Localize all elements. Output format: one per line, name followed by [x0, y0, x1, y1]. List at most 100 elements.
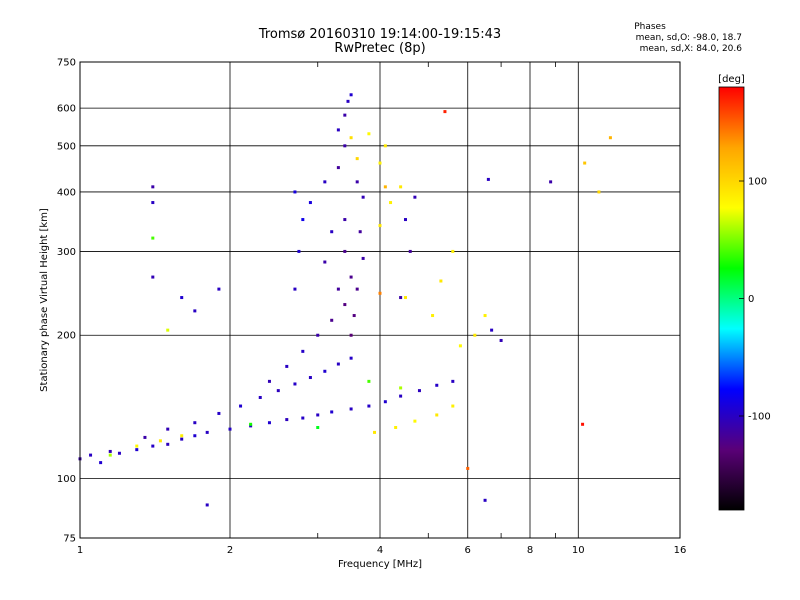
scatter-point: [486, 177, 490, 181]
colorbar-label: [deg]: [718, 74, 745, 85]
scatter-point: [193, 421, 197, 425]
scatter-point: [143, 435, 147, 439]
scatter-point: [343, 218, 347, 222]
x-tick-label: 16: [674, 545, 687, 556]
scatter-point: [239, 404, 243, 408]
scatter-point: [399, 296, 403, 300]
scatter-point: [490, 328, 494, 332]
scatter-point: [205, 503, 209, 507]
scatter-point: [228, 427, 232, 431]
scatter-point: [285, 364, 289, 368]
grid-lines: [80, 62, 680, 538]
colorbar-ticks: 100 0 -100: [739, 177, 771, 423]
scatter-point: [355, 287, 359, 291]
scatter-point: [151, 444, 155, 448]
scatter-point: [435, 413, 439, 417]
y-tick-label: 200: [57, 331, 76, 342]
scatter-point: [158, 439, 162, 443]
scatter-point: [301, 218, 305, 222]
scatter-point: [336, 362, 340, 366]
scatter-point: [358, 230, 362, 234]
scatter-point: [343, 144, 347, 148]
scatter-point: [108, 449, 112, 453]
scatter-point: [355, 157, 359, 161]
x-tick-label: 2: [227, 545, 233, 556]
scatter-point: [466, 466, 470, 470]
scatter-point: [367, 404, 371, 408]
y-tick-label: 750: [57, 58, 76, 69]
scatter-point: [323, 180, 327, 184]
scatter-point: [336, 287, 340, 291]
chart-title: Tromsø 20160310 19:14:00-19:15:43: [258, 27, 502, 42]
scatter-point: [399, 386, 403, 390]
scatter-point: [367, 132, 371, 136]
scatter-point: [151, 201, 155, 205]
colorbar-tick-label: 100: [748, 177, 767, 188]
scatter-point: [151, 236, 155, 240]
scatter-point: [581, 422, 585, 426]
scatter-point: [608, 136, 612, 140]
scatter-point: [483, 314, 487, 318]
x-tick-label: 4: [377, 545, 383, 556]
scatter-point: [413, 195, 417, 199]
scatter-point: [549, 180, 553, 184]
scatter-point: [336, 166, 340, 170]
scatter-point: [108, 453, 112, 457]
scatter-point: [367, 379, 371, 383]
phases-heading: Phases: [634, 22, 666, 32]
axis-ticks: 1 2 4 6 8 10 16 75 100 200 300 400 500 600 750: [57, 58, 686, 557]
scatter-point: [330, 410, 334, 414]
x-axis-label: Frequency [MHz]: [338, 559, 422, 570]
scatter-point: [355, 180, 359, 184]
scatter-point: [373, 430, 377, 434]
scatter-point: [166, 442, 170, 446]
scatter-point: [349, 333, 353, 337]
scatter-point: [180, 296, 184, 300]
scatter-point: [583, 161, 587, 165]
scatter-point: [135, 448, 139, 452]
colorbar-tick-label: -100: [748, 412, 771, 423]
scatter-point: [378, 224, 382, 228]
scatter-point: [205, 430, 209, 434]
scatter-point: [483, 498, 487, 502]
scatter-point: [166, 427, 170, 431]
scatter-point: [383, 400, 387, 404]
scatter-point: [308, 376, 312, 380]
scatter-point: [451, 379, 455, 383]
scatter-point: [439, 279, 443, 283]
scatter-point: [117, 451, 121, 455]
scatter-point: [99, 461, 103, 465]
scatter-point: [151, 185, 155, 189]
scatter-point: [399, 394, 403, 398]
scatter-point: [451, 404, 455, 408]
scatter-point: [180, 437, 184, 441]
scatter-point: [258, 395, 262, 399]
scatter-point: [458, 344, 462, 348]
y-tick-label: 75: [63, 534, 76, 545]
scatter-point: [323, 260, 327, 264]
scatter-point: [293, 287, 297, 291]
scatter-point: [297, 249, 301, 253]
y-tick-label: 600: [57, 104, 76, 115]
scatter-point: [435, 383, 439, 387]
scatter-point: [285, 418, 289, 422]
scatter-point: [316, 413, 320, 417]
y-axis-label: Stationary phase Virtual Height [km]: [39, 208, 50, 392]
scatter-point: [383, 185, 387, 189]
scatter-point: [413, 419, 417, 423]
scatter-point: [276, 389, 280, 393]
colorbar-tick-label: 0: [748, 294, 754, 305]
phases-x-stats: mean, sd,X: 84.0, 20.6: [639, 44, 742, 54]
chart-subtitle: RwPretec (8p): [334, 41, 426, 56]
scatter-point: [349, 407, 353, 411]
scatter-point: [330, 230, 334, 234]
scatter-point: [330, 318, 334, 322]
scatter-point: [293, 382, 297, 386]
scatter-point: [378, 291, 382, 295]
scatter-point: [473, 333, 477, 337]
scatter-point: [408, 249, 412, 253]
y-tick-label: 300: [57, 247, 76, 258]
scatter-point: [349, 356, 353, 360]
scatter-point: [217, 411, 221, 415]
scatter-point: [336, 128, 340, 132]
